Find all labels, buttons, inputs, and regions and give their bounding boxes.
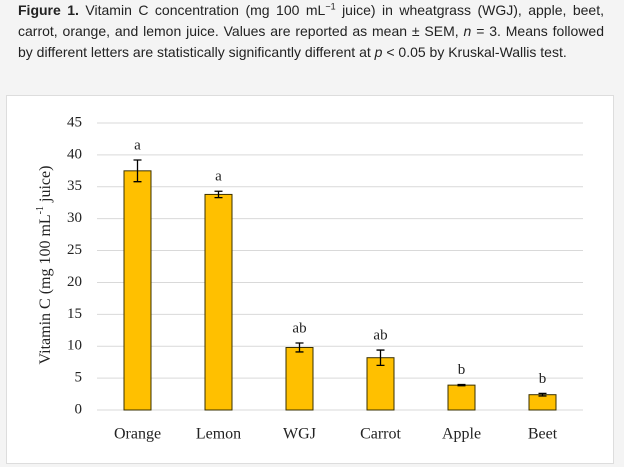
error-bar xyxy=(457,383,466,387)
significance-letter: a xyxy=(134,137,141,153)
error-bar xyxy=(133,159,142,183)
bar xyxy=(528,394,557,411)
y-tick-label: 25 xyxy=(67,242,82,258)
caption-italic: p xyxy=(374,44,383,60)
significance-letter: b xyxy=(539,371,547,387)
y-axis-label-text: Vitamin C (mg 100 mL xyxy=(37,214,54,364)
x-tick-label: Beet xyxy=(528,426,558,443)
y-tick-label: 40 xyxy=(67,146,82,162)
y-axis-label: Vitamin C (mg 100 mL-1 juice) xyxy=(35,166,54,365)
caption-text: < 0.05 by Kruskal-Wallis test. xyxy=(382,44,567,60)
y-tick-label: 45 xyxy=(67,114,82,130)
x-tick-label: Apple xyxy=(442,426,481,443)
bar xyxy=(123,170,152,411)
y-tick-label: 0 xyxy=(75,401,83,417)
y-tick-label: 30 xyxy=(67,210,82,226)
bar xyxy=(366,357,395,411)
error-bar xyxy=(538,392,547,397)
error-bar xyxy=(214,190,223,199)
caption: Figure 1. Vitamin C concentration (mg 10… xyxy=(18,0,604,63)
y-axis-label-text: juice) xyxy=(37,166,54,206)
error-bar xyxy=(295,342,304,353)
significance-letter: ab xyxy=(292,320,306,336)
y-tick-label: 5 xyxy=(75,370,83,386)
caption-superscript: −1 xyxy=(325,1,336,12)
x-tick-label: WGJ xyxy=(283,426,316,443)
caption-text: = 3. Means followed by different letters… xyxy=(18,23,605,60)
bar xyxy=(447,384,476,411)
caption-text: Vitamin C concentration (mg 100 mL xyxy=(85,2,326,18)
caption-label: Figure 1. xyxy=(18,2,79,18)
y-tick-label: 10 xyxy=(67,338,82,354)
bar xyxy=(285,346,314,411)
caption-text: juice) in wheatgrass (WGJ), apple, beet,… xyxy=(18,2,604,39)
significance-letter: ab xyxy=(373,327,387,343)
significance-letter: a xyxy=(215,169,222,185)
caption-italic: n xyxy=(463,23,472,39)
significance-letter: b xyxy=(458,362,466,378)
y-tick-label: 15 xyxy=(67,306,82,322)
x-tick-label: Orange xyxy=(114,426,161,443)
y-tick-label: 20 xyxy=(67,274,82,290)
y-tick-label: 35 xyxy=(67,178,82,194)
error-bar xyxy=(376,349,385,367)
bar xyxy=(204,193,233,411)
y-axis-label-superscript: -1 xyxy=(35,206,46,214)
x-tick-label: Carrot xyxy=(360,426,401,443)
x-tick-label: Lemon xyxy=(196,426,241,443)
